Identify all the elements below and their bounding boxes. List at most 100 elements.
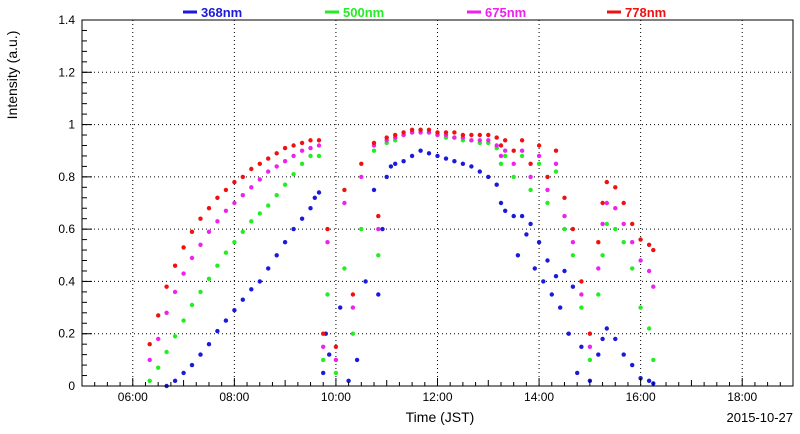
data-point xyxy=(282,159,288,164)
data-point xyxy=(486,132,491,138)
data-point xyxy=(536,161,542,166)
data-point xyxy=(371,148,377,153)
y-tick-label: 0.2 xyxy=(58,327,75,341)
data-point xyxy=(198,242,203,247)
data-point xyxy=(553,148,559,153)
data-point xyxy=(316,153,322,159)
data-point xyxy=(570,240,576,245)
data-point xyxy=(223,250,229,255)
data-point xyxy=(519,213,525,219)
data-point xyxy=(604,221,609,227)
data-point xyxy=(409,127,415,132)
data-point xyxy=(503,153,508,159)
data-point xyxy=(189,302,195,308)
data-point xyxy=(316,143,322,148)
legend-label: 500nm xyxy=(343,5,384,20)
data-point xyxy=(206,342,212,347)
data-point xyxy=(215,263,220,268)
data-point xyxy=(223,318,229,323)
data-point xyxy=(164,284,169,289)
data-point xyxy=(338,305,343,310)
data-point xyxy=(257,279,262,284)
data-point xyxy=(435,153,440,159)
data-point xyxy=(232,240,237,245)
data-point xyxy=(477,132,482,138)
data-point xyxy=(579,344,584,349)
data-point xyxy=(350,331,356,336)
data-point xyxy=(613,336,618,342)
data-point xyxy=(553,169,559,174)
data-point xyxy=(579,279,584,284)
series-368nm xyxy=(164,148,656,389)
data-point xyxy=(528,187,533,193)
data-point xyxy=(266,203,271,208)
data-point xyxy=(240,229,245,234)
data-point xyxy=(519,148,525,153)
data-point xyxy=(600,336,605,342)
data-point xyxy=(528,221,533,227)
data-point xyxy=(630,362,635,368)
data-point xyxy=(299,161,305,166)
data-point xyxy=(376,292,381,297)
data-point xyxy=(401,130,406,135)
data-point xyxy=(477,169,482,174)
data-point xyxy=(206,206,212,211)
y-tick-label: 1.2 xyxy=(58,65,75,79)
data-point xyxy=(646,242,652,247)
data-point xyxy=(613,226,618,232)
data-point xyxy=(511,174,516,180)
data-point xyxy=(274,193,279,198)
data-point xyxy=(638,258,643,263)
data-point xyxy=(156,313,161,318)
data-point xyxy=(333,344,339,349)
data-point xyxy=(469,132,474,138)
y-axis-ticks: 0 0.2 0.4 0.6 0.8 1 1.2 1.4 xyxy=(58,13,92,393)
data-point xyxy=(498,200,504,206)
data-point xyxy=(376,226,381,232)
data-point xyxy=(291,172,296,177)
legend-label: 368nm xyxy=(201,5,242,20)
data-point xyxy=(532,266,537,271)
x-axis-ticks: 06:00 08:00 10:00 12:00 14:00 16:00 18:00 xyxy=(81,378,794,404)
data-point xyxy=(460,132,466,138)
data-point xyxy=(498,143,504,148)
data-point xyxy=(621,200,626,206)
data-point xyxy=(257,211,262,216)
data-point xyxy=(164,349,169,355)
data-point xyxy=(249,185,254,190)
x-tick-label: 12:00 xyxy=(422,390,452,404)
data-point xyxy=(570,226,576,232)
data-point xyxy=(587,344,593,349)
data-point xyxy=(325,226,330,232)
data-point xyxy=(240,297,245,302)
data-point xyxy=(371,140,377,146)
y-tick-label: 0.8 xyxy=(58,170,75,184)
data-point xyxy=(257,161,262,166)
series-675nm xyxy=(147,130,656,363)
data-point xyxy=(232,308,237,313)
data-point xyxy=(206,229,212,234)
data-point xyxy=(621,221,626,227)
data-point xyxy=(156,336,161,342)
data-point xyxy=(587,331,593,336)
data-point xyxy=(600,200,605,206)
data-point xyxy=(630,240,635,245)
data-point xyxy=(452,135,457,140)
data-point xyxy=(316,190,322,195)
data-point xyxy=(181,271,186,276)
data-point xyxy=(494,143,499,148)
data-point xyxy=(147,378,152,383)
data-point xyxy=(600,221,605,227)
data-point xyxy=(418,148,423,153)
date-label: 2015-10-27 xyxy=(727,410,794,425)
data-point xyxy=(321,344,326,349)
data-point xyxy=(604,179,609,185)
y-tick-label: 0 xyxy=(68,379,75,393)
data-point xyxy=(630,221,635,227)
data-point xyxy=(435,130,440,135)
data-point xyxy=(519,138,525,143)
data-point xyxy=(460,161,466,166)
data-point xyxy=(443,156,449,161)
data-point xyxy=(549,292,554,297)
data-point xyxy=(646,378,652,383)
